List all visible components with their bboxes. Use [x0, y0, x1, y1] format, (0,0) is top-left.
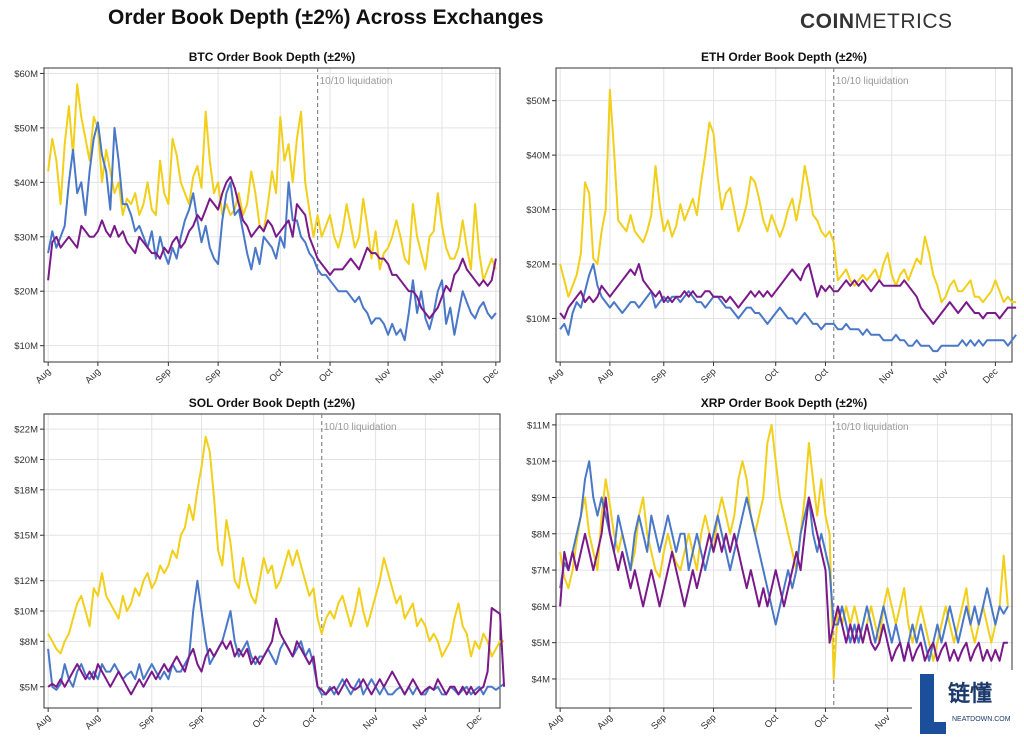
btc-x-tick-label: Sep: [154, 366, 174, 386]
eth-x-tick-label: Sep: [699, 366, 719, 386]
xrp-chart-title: XRP Order Book Depth (±2%): [701, 396, 867, 410]
sol-plot-frame: [43, 413, 501, 709]
xrp-x-tick-label: Oct: [812, 712, 830, 730]
sol-chart-title: SOL Order Book Depth (±2%): [189, 396, 355, 410]
eth-y-tick-label: $10M: [526, 314, 550, 325]
btc-x-tick-label: Nov: [373, 366, 393, 386]
sol-y-tick-label: $12M: [14, 576, 38, 587]
xrp-x-tick-label: Aug: [595, 712, 615, 732]
eth-x-tick-label: Oct: [763, 366, 781, 384]
xrp-y-tick-label: $8M: [532, 529, 551, 540]
eth-y-tick-label: $40M: [526, 151, 550, 162]
eth-chart-panel: ETH Order Book Depth (±2%) $10M $20M $30M $4…: [512, 44, 1024, 394]
eth-chart: ETH Order Book Depth (±2%) $10M $20M $30M $4…: [526, 50, 1017, 386]
sol-x-tick-label: Sep: [137, 712, 157, 732]
logo-light: METRICS: [854, 10, 953, 33]
sol-x-tick-label: Sep: [187, 712, 207, 732]
xrp-liquidation-label: 10/10 liquidation: [836, 422, 909, 433]
sol-liquidation-label: 10/10 liquidation: [324, 422, 397, 433]
eth-x-tick-label: Aug: [546, 366, 566, 386]
btc-x-tick-label: Oct: [317, 366, 335, 384]
btc-y-tick-label: $60M: [14, 69, 38, 80]
btc-chart-panel: BTC Order Book Depth (±2%) $10M $20M $30M $4…: [0, 44, 512, 394]
btc-plot-frame: [43, 67, 501, 363]
eth-series-yellow: [559, 88, 1017, 304]
eth-plot-frame: [555, 67, 1013, 363]
sol-x-tick-label: Nov: [411, 712, 431, 732]
btc-x-tick-label: Dec: [481, 366, 501, 386]
xrp-plot-frame: [555, 413, 1013, 709]
btc-chart: BTC Order Book Depth (±2%) $10M $20M $30M $4…: [14, 50, 501, 386]
watermark-text: 链懂: [948, 681, 993, 706]
eth-x-tick-label: Sep: [649, 366, 669, 386]
eth-x-tick-label: Oct: [812, 366, 830, 384]
sol-x-tick-label: Oct: [251, 712, 269, 730]
sol-y-tick-label: $22M: [14, 425, 38, 436]
btc-y-tick-label: $50M: [14, 123, 38, 134]
xrp-x-tick-label: Aug: [546, 712, 566, 732]
btc-x-tick-label: Aug: [83, 366, 103, 386]
xrp-x-tick-label: Nov: [873, 712, 893, 732]
eth-liquidation-label: 10/10 liquidation: [836, 76, 909, 87]
sol-series-blue: [47, 579, 505, 696]
sol-y-tick-label: $18M: [14, 485, 38, 496]
sol-x-tick-label: Oct: [300, 712, 318, 730]
eth-x-tick-label: Nov: [877, 366, 897, 386]
xrp-y-tick-label: $7M: [532, 566, 551, 577]
btc-x-tick-label: Aug: [34, 366, 54, 386]
btc-x-tick-label: Sep: [203, 366, 223, 386]
btc-series-blue: [47, 121, 497, 342]
xrp-chart: XRP Order Book Depth (±2%) $4M $5M $6M $7M $8…: [526, 396, 1013, 732]
sol-x-tick-label: Nov: [361, 712, 381, 732]
watermark-subtext: NEATDOWN.COM: [952, 716, 1011, 723]
xrp-y-tick-label: $4M: [532, 674, 551, 685]
eth-y-tick-label: $50M: [526, 96, 550, 107]
eth-x-tick-label: Nov: [931, 366, 951, 386]
xrp-x-tick-label: Sep: [699, 712, 719, 732]
sol-y-tick-label: $10M: [14, 607, 38, 618]
logo-bold: COIN: [800, 10, 855, 33]
xrp-series-purple: [559, 496, 1008, 662]
xrp-y-tick-label: $9M: [532, 493, 551, 504]
sol-chart: SOL Order Book Depth (±2%) $5M $8M $10M $12M…: [14, 396, 506, 732]
xrp-series-yellow: [559, 423, 1009, 680]
page-title: Order Book Depth (±2%) Across Exchanges: [108, 6, 544, 29]
sol-y-tick-label: $8M: [20, 637, 39, 648]
btc-series-purple: [47, 175, 497, 320]
sol-y-tick-label: $15M: [14, 531, 38, 542]
btc-y-tick-label: $40M: [14, 178, 38, 189]
sol-series-yellow: [47, 435, 505, 658]
xrp-chart-panel: XRP Order Book Depth (±2%) $4M $5M $6M $7M $8…: [512, 390, 1024, 740]
xrp-y-tick-label: $10M: [526, 457, 550, 468]
xrp-x-tick-label: Oct: [763, 712, 781, 730]
eth-series-purple: [559, 263, 1017, 325]
sol-x-tick-label: Dec: [465, 712, 485, 732]
btc-x-tick-label: Oct: [267, 366, 285, 384]
sol-series-purple: [47, 607, 506, 696]
neatdown-logo-icon: [912, 670, 1022, 738]
eth-x-tick-label: Aug: [595, 366, 615, 386]
btc-chart-title: BTC Order Book Depth (±2%): [189, 50, 356, 64]
sol-y-tick-label: $5M: [20, 682, 39, 693]
eth-x-tick-label: Dec: [981, 366, 1001, 386]
sol-y-tick-label: $20M: [14, 455, 38, 466]
eth-y-tick-label: $30M: [526, 205, 550, 216]
btc-series-yellow: [47, 83, 497, 282]
sol-x-tick-label: Aug: [83, 712, 103, 732]
sol-chart-panel: SOL Order Book Depth (±2%) $5M $8M $10M $12M…: [0, 390, 512, 740]
xrp-y-tick-label: $11M: [527, 420, 550, 431]
eth-y-tick-label: $20M: [526, 260, 550, 271]
btc-y-tick-label: $10M: [14, 341, 38, 352]
sol-x-tick-label: Aug: [34, 712, 54, 732]
btc-x-tick-label: Nov: [427, 366, 447, 386]
xrp-x-tick-label: Sep: [649, 712, 669, 732]
btc-liquidation-label: 10/10 liquidation: [320, 76, 393, 87]
xrp-y-tick-label: $6M: [532, 602, 551, 613]
coinmetrics-logo: COINMETRICS: [800, 10, 953, 34]
btc-y-tick-label: $20M: [14, 287, 38, 298]
eth-chart-title: ETH Order Book Depth (±2%): [701, 50, 867, 64]
xrp-y-tick-label: $5M: [532, 638, 551, 649]
btc-y-tick-label: $30M: [14, 232, 38, 243]
eth-series-blue: [559, 263, 1017, 353]
